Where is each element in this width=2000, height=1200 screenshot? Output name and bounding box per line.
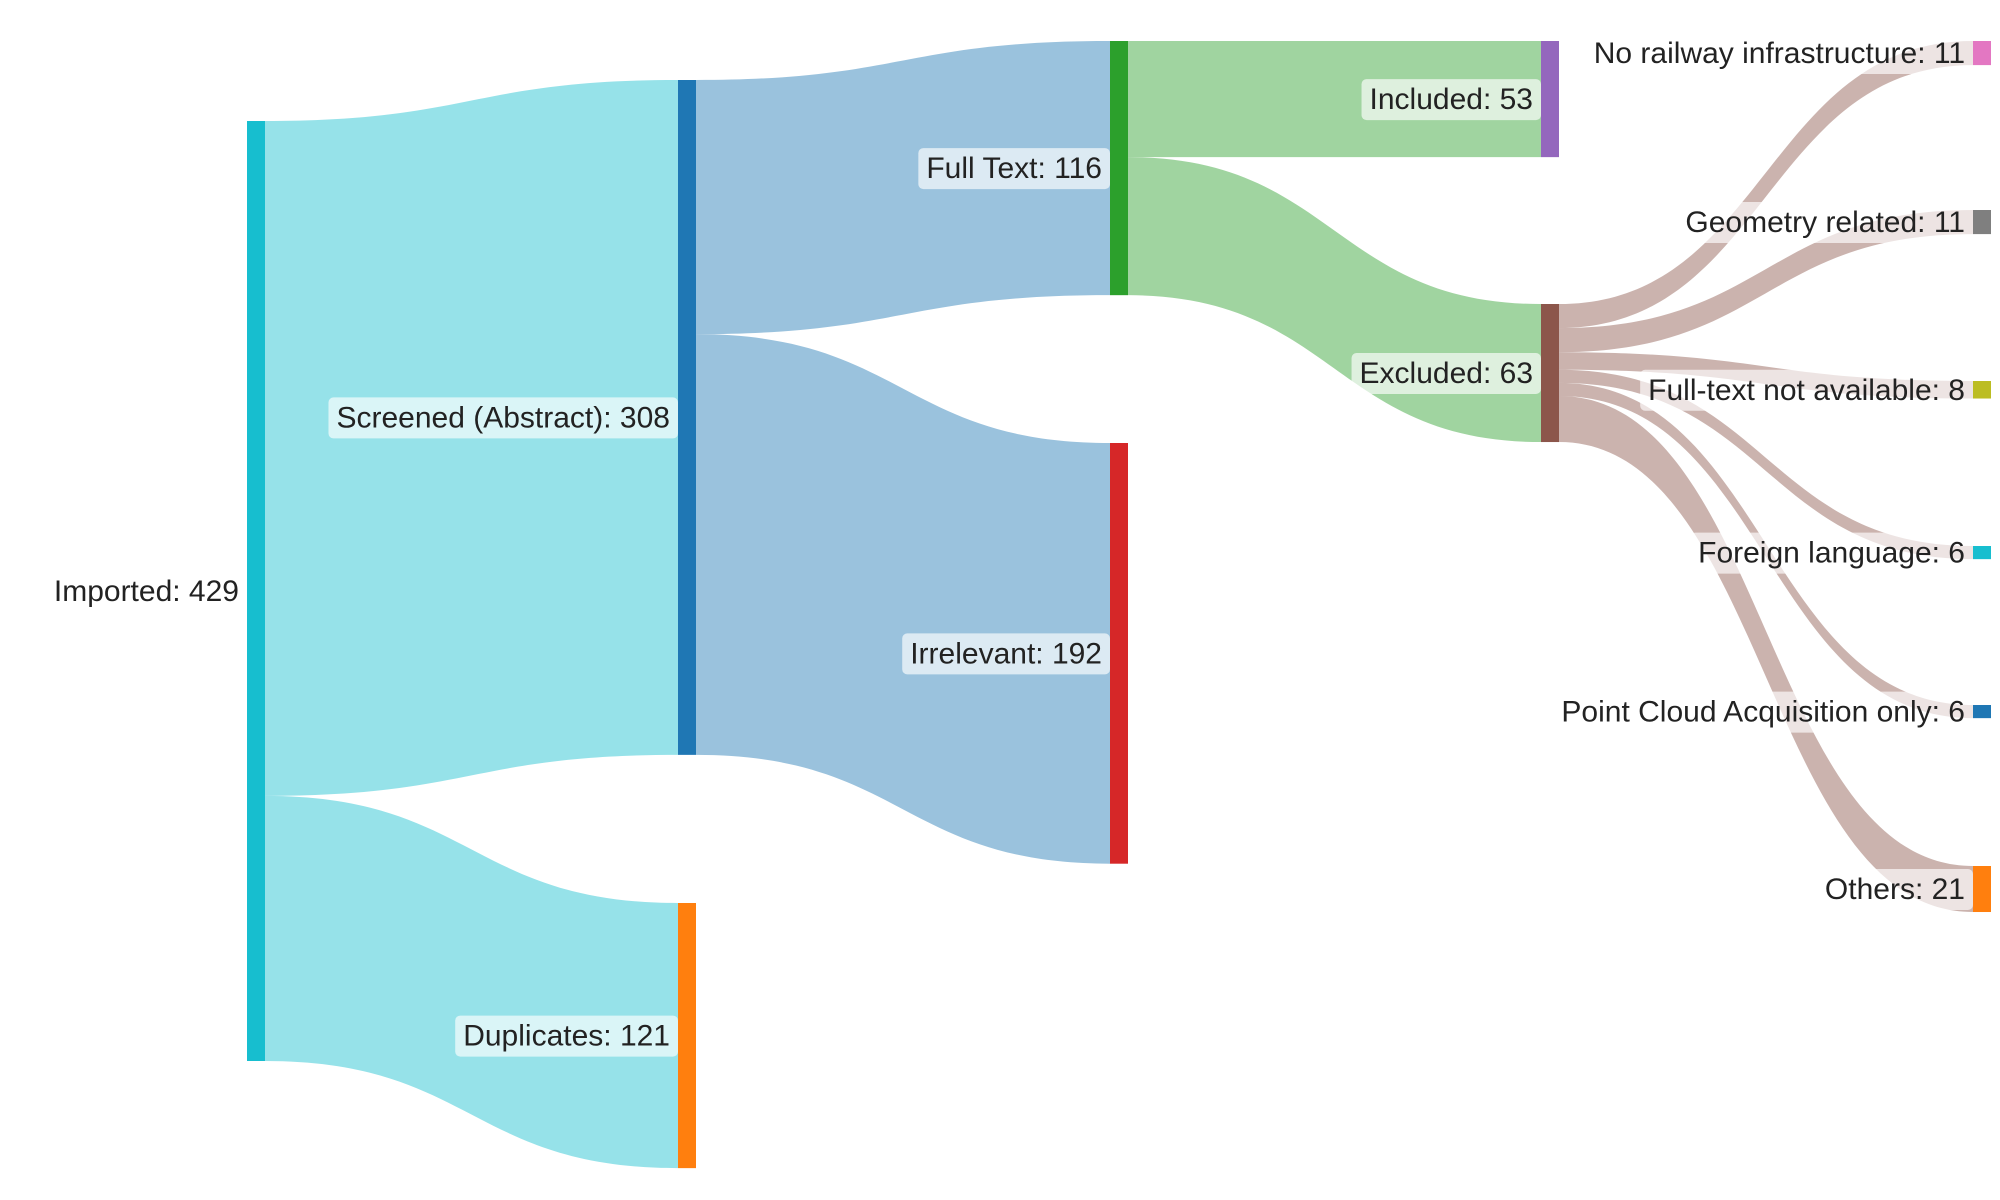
node-label-group-irrelevant: Irrelevant: 192 <box>902 633 1110 675</box>
node-label-group-imported: Imported: 429 <box>45 571 247 612</box>
node-label-duplicates: Duplicates: 121 <box>463 1020 670 1053</box>
link-fulltext-to-included <box>1128 41 1541 158</box>
node-label-bg-excluded <box>1351 353 1541 395</box>
node-label-bg-irrelevant <box>902 633 1110 675</box>
node-label-group-excluded: Excluded: 63 <box>1351 353 1541 395</box>
node-label-bg-screened <box>328 397 678 439</box>
node-label-group-no-fulltext: Full-text not available: 8 <box>1640 369 1973 411</box>
node-label-group-foreign: Foreign language: 6 <box>1690 532 1973 574</box>
node-label-bg-no-fulltext <box>1640 369 1973 411</box>
link-fulltext-to-excluded <box>1128 157 1541 443</box>
node-label-bg-fulltext <box>918 148 1110 190</box>
node-irrelevant <box>1110 443 1128 864</box>
node-label-irrelevant: Irrelevant: 192 <box>910 637 1102 670</box>
node-label-group-screened: Screened (Abstract): 308 <box>328 397 678 439</box>
node-foreign <box>1973 546 1991 560</box>
node-label-others: Others: 21 <box>1825 873 1965 906</box>
node-label-group-fulltext: Full Text: 116 <box>918 148 1110 190</box>
node-no-fulltext <box>1973 381 1991 399</box>
nodes-layer <box>247 41 1991 1169</box>
node-label-point-cloud: Point Cloud Acquisition only: 6 <box>1561 696 1965 729</box>
node-label-bg-foreign <box>1690 532 1973 574</box>
node-label-included: Included: 53 <box>1370 83 1533 116</box>
node-fulltext <box>1110 41 1128 296</box>
node-label-imported: Imported: 429 <box>54 575 239 608</box>
link-imported-to-duplicates <box>265 795 678 1169</box>
node-no-railway <box>1973 41 1991 66</box>
node-label-bg-duplicates <box>455 1015 678 1057</box>
node-label-screened: Screened (Abstract): 308 <box>336 401 670 434</box>
link-excluded-to-geometry <box>1559 210 1973 353</box>
labels-layer: Imported: 429 Screened (Abstract): 308 Dup… <box>45 33 1973 1057</box>
node-geometry <box>1973 210 1991 235</box>
node-label-group-duplicates: Duplicates: 121 <box>455 1015 678 1057</box>
link-excluded-to-others <box>1559 396 1973 913</box>
node-label-no-fulltext: Full-text not available: 8 <box>1648 374 1965 407</box>
link-screened-to-fulltext <box>696 41 1110 335</box>
node-label-group-no-railway: No railway infrastructure: 11 <box>1585 33 1973 75</box>
link-excluded-to-no-railway <box>1559 41 1973 329</box>
node-point-cloud <box>1973 705 1991 719</box>
node-label-no-railway: No railway infrastructure: 11 <box>1594 37 1965 70</box>
node-duplicates <box>678 903 696 1169</box>
node-label-fulltext: Full Text: 116 <box>926 152 1102 185</box>
node-others <box>1973 866 1991 913</box>
node-label-bg-point-cloud <box>1553 691 1973 733</box>
node-label-foreign: Foreign language: 6 <box>1698 537 1965 570</box>
node-label-group-others: Others: 21 <box>1816 869 1973 911</box>
node-label-group-geometry: Geometry related: 11 <box>1677 202 1973 244</box>
node-screened <box>678 80 696 755</box>
node-label-bg-included <box>1361 79 1541 121</box>
node-label-bg-imported <box>45 571 247 612</box>
node-label-bg-others <box>1816 869 1973 911</box>
node-label-bg-geometry <box>1677 202 1973 244</box>
node-label-group-included: Included: 53 <box>1361 79 1541 121</box>
link-screened-to-irrelevant <box>696 334 1110 864</box>
node-included <box>1541 41 1559 158</box>
node-imported <box>247 121 265 1061</box>
node-label-group-point-cloud: Point Cloud Acquisition only: 6 <box>1553 691 1973 733</box>
node-label-excluded: Excluded: 63 <box>1360 357 1533 390</box>
node-label-geometry: Geometry related: 11 <box>1685 206 1965 239</box>
node-excluded <box>1541 304 1559 443</box>
node-label-bg-no-railway <box>1585 33 1973 75</box>
link-excluded-to-foreign <box>1559 369 1973 560</box>
